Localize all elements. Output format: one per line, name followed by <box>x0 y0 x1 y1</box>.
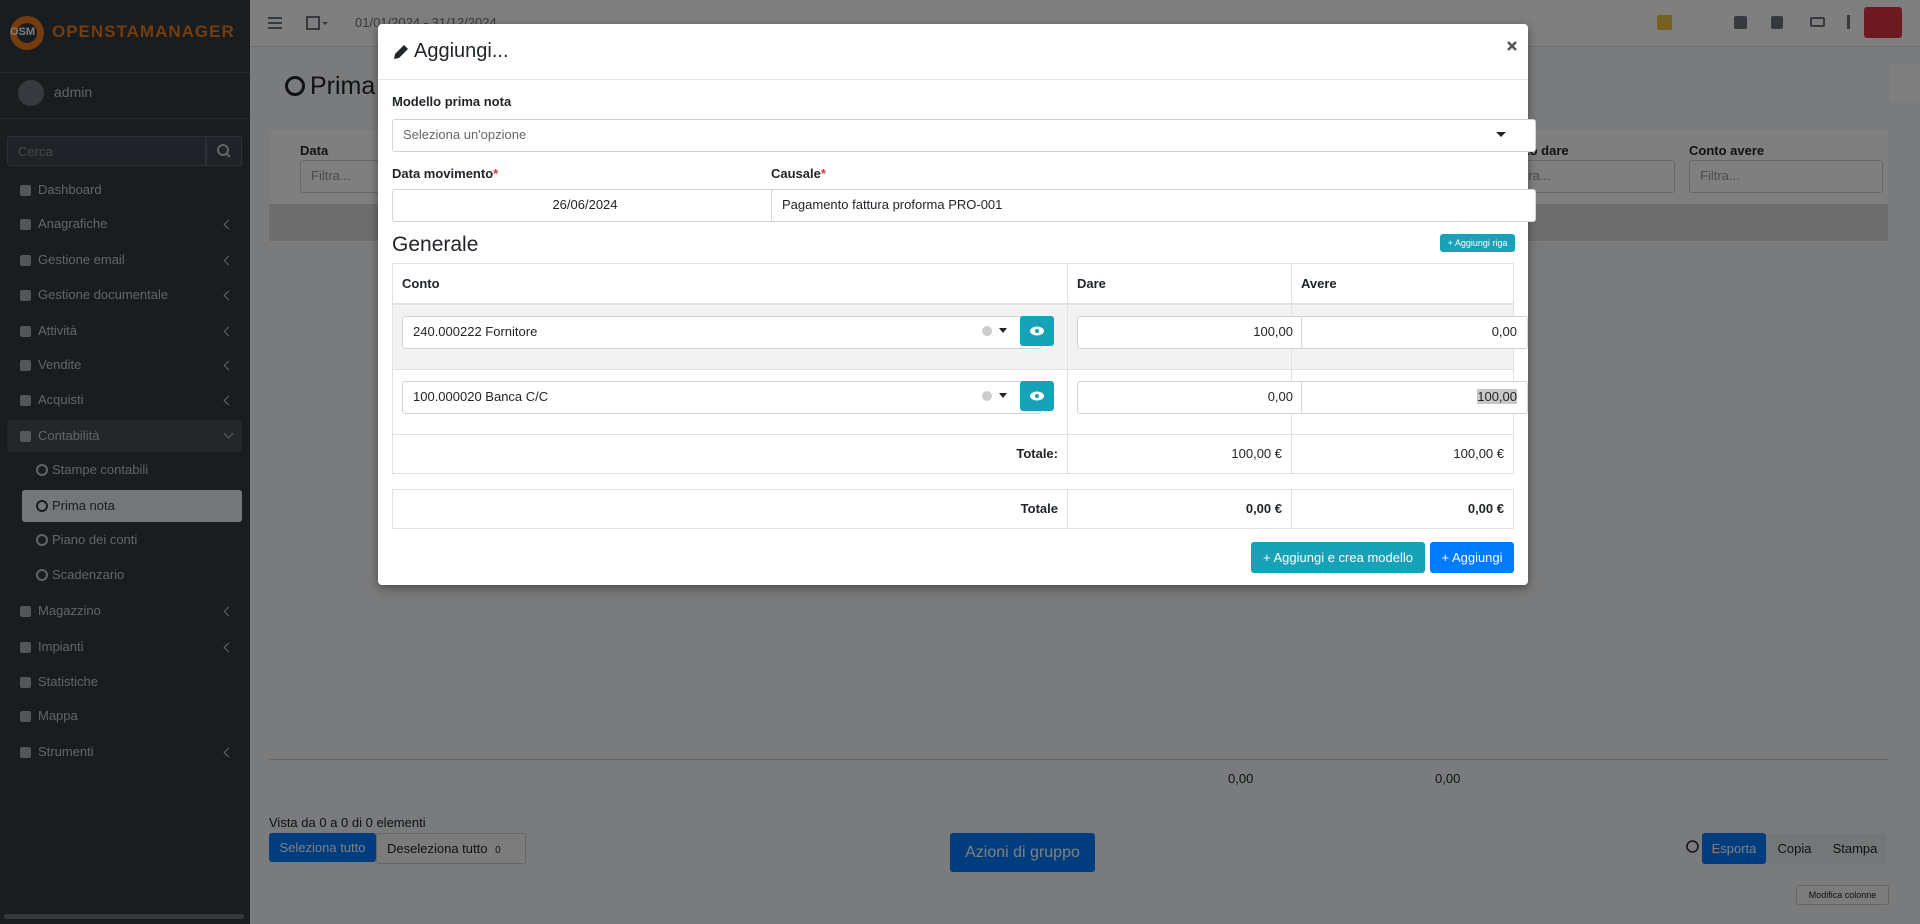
button-label: Aggiungi <box>1451 550 1503 565</box>
select-controls <box>982 326 1007 401</box>
add-button[interactable]: + Aggiungi <box>1430 542 1514 573</box>
view-button[interactable] <box>1020 316 1054 346</box>
total-debit: 100,00 € <box>1231 446 1282 461</box>
credit-input[interactable]: 0,00 <box>1301 316 1528 349</box>
modal-header <box>378 24 1528 80</box>
field-label: Modello prima nota <box>392 94 512 109</box>
reason-input[interactable]: Pagamento fattura proforma PRO-001 <box>771 189 1536 222</box>
modal-title: Aggiungi... <box>414 40 509 62</box>
button-label: Aggiungi riga <box>1454 238 1508 248</box>
credit-input[interactable]: 100,00 <box>1301 381 1528 414</box>
modal: Aggiungi... Modello prima nota Seleziona… <box>378 24 1536 585</box>
column-header: Avere <box>1301 276 1337 291</box>
required-mark: * <box>820 166 826 181</box>
debit-input[interactable]: 100,00 <box>1077 316 1304 349</box>
account-select[interactable]: 240.000222 Fornitore <box>402 316 1041 349</box>
total-label: Totale: <box>1016 446 1058 461</box>
account-select[interactable]: 100.000020 Banca C/C <box>402 381 1041 414</box>
table-cell <box>392 263 1068 304</box>
balance-credit: 0,00 € <box>1467 501 1504 516</box>
select-caret <box>1496 132 1506 137</box>
column-header: Dare <box>1077 276 1106 291</box>
field-label: Data movimento* <box>392 166 498 181</box>
required-mark: * <box>493 166 499 181</box>
add-and-template-button[interactable]: + Aggiungi e crea modello <box>1251 542 1425 573</box>
view-button[interactable] <box>1020 381 1054 411</box>
balance-debit: 0,00 € <box>1245 501 1282 516</box>
label-text: Data movimento <box>392 166 494 181</box>
table-cell <box>1291 489 1514 529</box>
close-button[interactable] <box>1505 39 1519 53</box>
debit-input[interactable]: 0,00 <box>1077 381 1304 414</box>
balance-label: Totale <box>1020 501 1058 516</box>
pencil-icon <box>394 45 408 59</box>
add-row-button[interactable]: + Aggiungi riga <box>1440 234 1515 252</box>
field-label: Causale* <box>771 166 826 181</box>
selected-text: 100,00 <box>1477 389 1517 404</box>
date-input[interactable]: 26/06/2024 <box>392 189 778 222</box>
column-header: Conto <box>402 276 440 291</box>
section-title: Generale <box>392 233 479 256</box>
button-label: Aggiungi e crea modello <box>1273 550 1413 565</box>
label-text: Causale <box>771 166 821 181</box>
template-select[interactable]: Seleziona un'opzione <box>392 119 1536 152</box>
table-cell <box>1291 434 1514 474</box>
total-credit: 100,00 € <box>1453 446 1504 461</box>
